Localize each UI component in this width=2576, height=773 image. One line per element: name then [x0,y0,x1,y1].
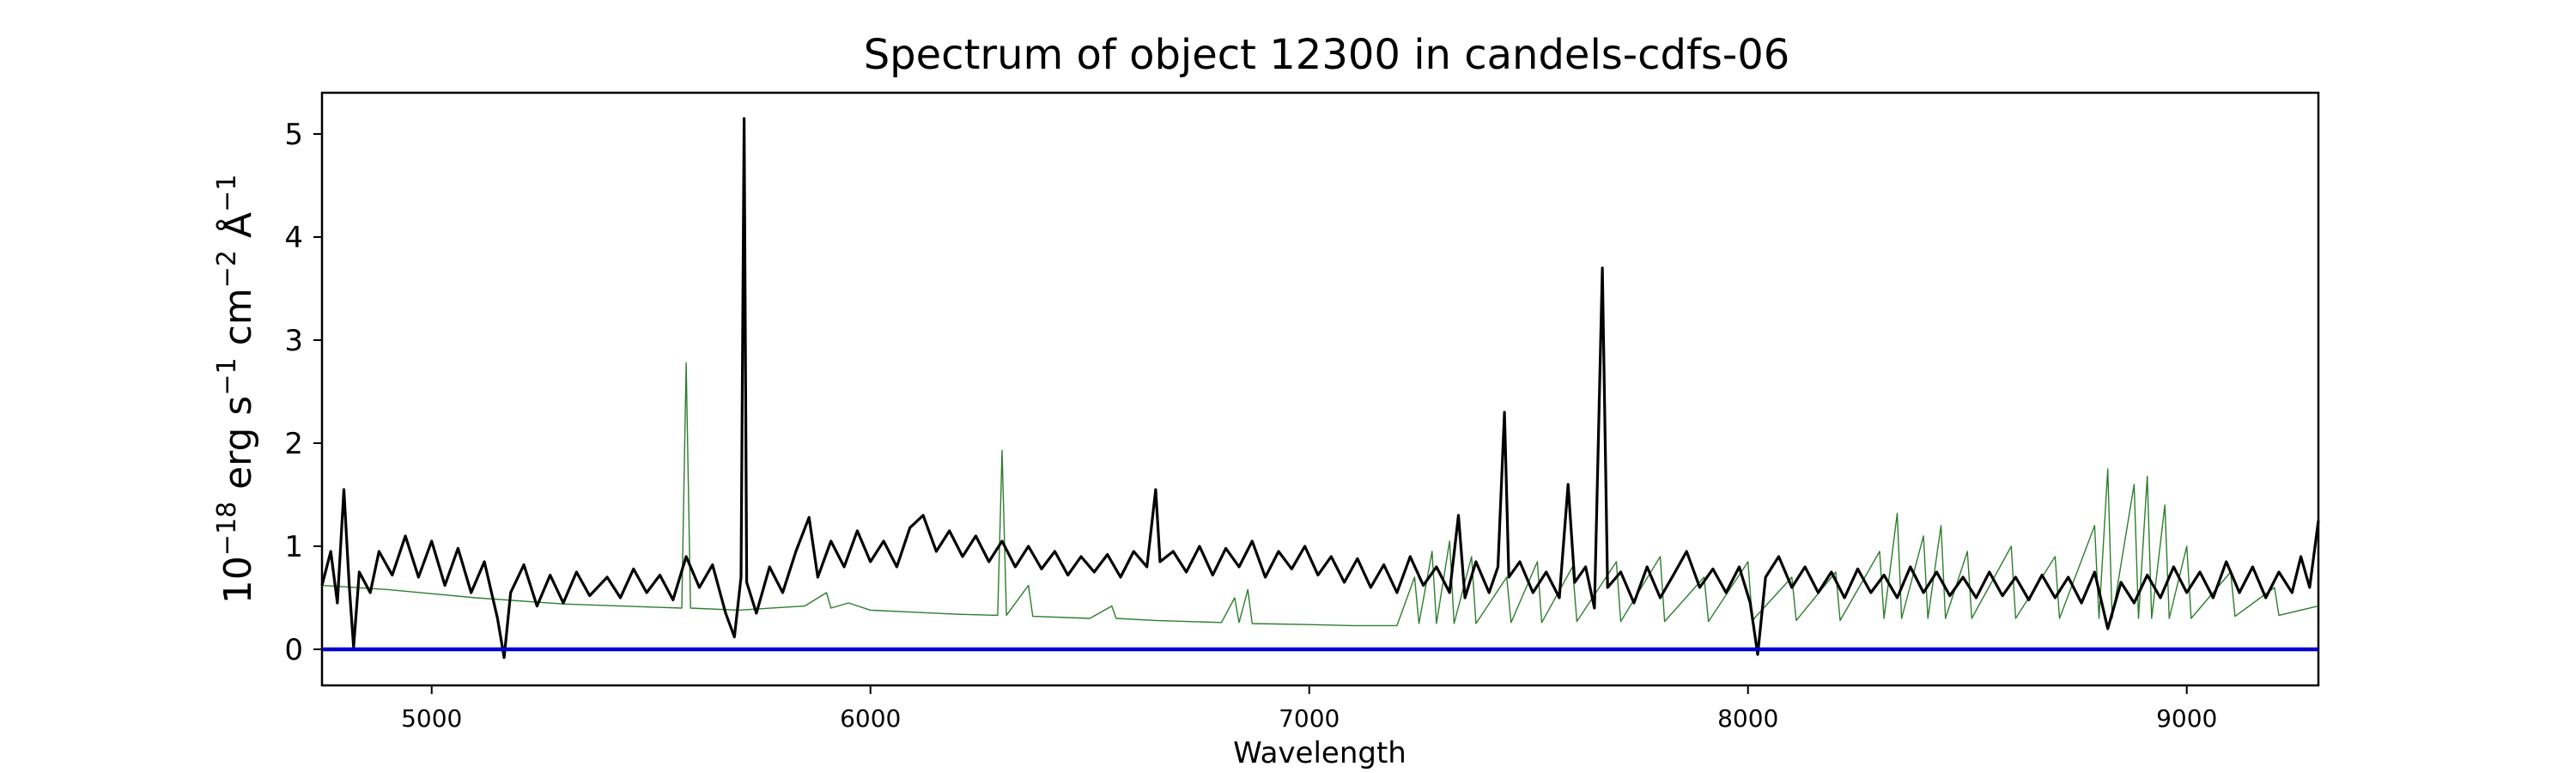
y-tick-label: 2 [284,427,303,461]
x-axis: 5000 6000 7000 8000 9000 [401,685,2217,733]
y-tick-label: 3 [284,324,303,358]
x-tick-label: 8000 [1717,704,1778,733]
x-tick-label: 9000 [2156,704,2217,733]
y-axis: 0 1 2 3 4 5 [284,118,322,667]
y-tick-label: 4 [284,221,303,255]
plot-content [320,117,2320,660]
model-series-line [321,362,2319,627]
flux-series-line [320,117,2320,660]
y-tick-label: 5 [284,118,303,152]
x-axis-label: Wavelength [1233,736,1406,770]
x-tick-label: 6000 [840,704,901,733]
x-tick-label: 5000 [401,704,462,733]
y-axis-label: 10−18 erg s−1 cm−2 Å−1 [212,174,260,604]
plot-area-frame [320,91,2320,687]
y-tick-label: 0 [284,633,303,667]
y-tick-label: 1 [284,530,303,564]
x-tick-label: 7000 [1279,704,1340,733]
chart-title: Spectrum of object 12300 in candels-cdfs… [864,31,1790,79]
